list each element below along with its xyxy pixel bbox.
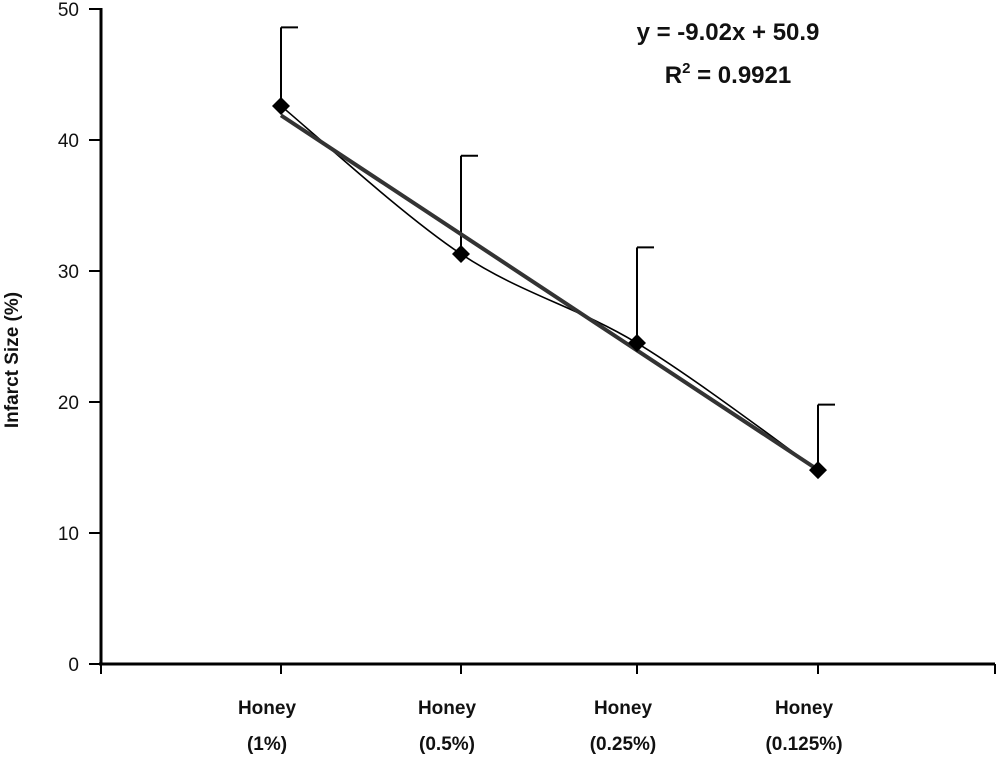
y-tick-label: 50 [58,0,79,21]
y-tick-label: 0 [68,655,79,676]
series-line [280,105,819,471]
data-point-marker [809,461,827,480]
data-point-marker [628,334,646,353]
plot-area [272,26,835,480]
r-squared-r: R [665,62,682,89]
r-squared-label: R2 = 0.9921 [665,60,791,89]
y-tick-label: 30 [58,262,79,283]
y-axis-ticks [89,8,101,665]
r-squared-exponent: 2 [682,60,690,77]
data-point-marker [452,244,470,263]
x-category-label-line1: Honey [238,698,297,719]
x-category-label-line2: (0.25%) [590,734,657,755]
y-axis-tick-labels: 0 10 20 30 40 50 [58,0,79,676]
x-axis-ticks [100,664,996,674]
x-category-label-line1: Honey [418,698,477,719]
y-tick-label: 10 [58,524,79,545]
x-category-label-line2: (1%) [247,734,287,755]
x-category-label-line2: (0.5%) [419,734,475,755]
trendline [279,113,820,472]
data-point-marker [272,96,290,115]
y-axis-title: Infarct Size (%) [2,292,23,428]
r-squared-value: = 0.9921 [690,62,791,89]
x-category-label-line1: Honey [594,698,653,719]
y-tick-label: 40 [58,131,79,152]
y-tick-label: 20 [58,393,79,414]
x-category-label-line2: (0.125%) [765,734,842,755]
trendline-equation: y = -9.02x + 50.9 [637,19,820,46]
x-axis-category-labels: Honey (1%) Honey (0.5%) Honey (0.25%) Honey (0.… [238,698,843,755]
x-category-label-line1: Honey [775,698,834,719]
